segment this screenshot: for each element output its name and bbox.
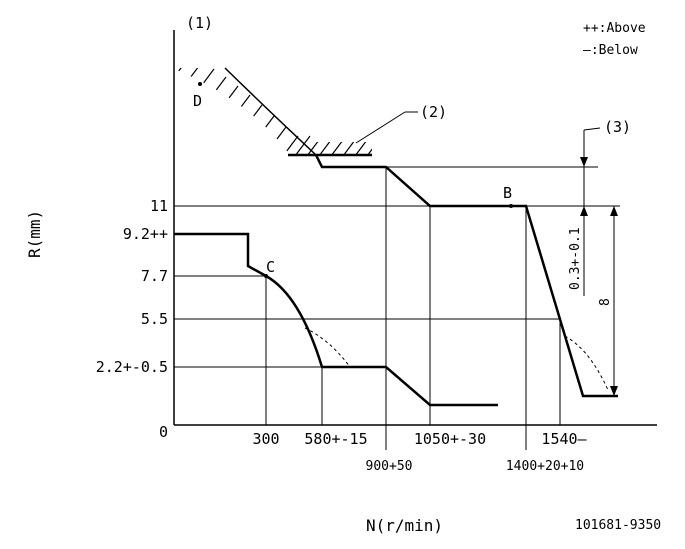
x-tick-label: 300 (252, 430, 279, 448)
callout-2: (2) (420, 103, 447, 121)
horizontal-guides (174, 166, 620, 368)
y-tick-label: 2.2+-0.5 (96, 358, 168, 376)
point-b-marker (509, 204, 513, 208)
y-tick-label: 11 (150, 197, 168, 215)
x-tick-label: 580+-15 (304, 430, 367, 448)
y-axis-title: R(mm) (25, 210, 44, 258)
dashed-extension-left (304, 327, 351, 368)
hatch-region (172, 67, 372, 157)
x-tick-label: 1400+20+10 (506, 459, 584, 474)
legend-above: ++:Above (583, 21, 646, 36)
point-b-label: B (503, 184, 512, 202)
legend-below: —:Below (583, 43, 638, 58)
dimension-3-value: 0.3+-0.1 (568, 227, 583, 290)
dimension-8 (610, 206, 618, 396)
leader-2 (355, 111, 406, 144)
drawing-number: 101681-9350 (575, 518, 661, 533)
y-tick-label: 9.2++ (123, 225, 168, 243)
x-tick-label: 1540— (541, 430, 587, 448)
y-tick-label: 5.5 (141, 310, 168, 328)
y-tick-label: 7.7 (141, 267, 168, 285)
x-tick-label: 1050+-30 (414, 430, 486, 448)
dimension-8-value: 8 (598, 298, 613, 306)
dimension-3 (580, 127, 601, 296)
callout-1: (1) (186, 14, 213, 32)
point-c-label: C (266, 258, 275, 276)
vertical-guides (265, 167, 561, 450)
x-tick-label: 900+50 (366, 459, 413, 474)
callout-3: (3) (604, 118, 631, 136)
y-tick-label: 0 (159, 423, 168, 441)
x-axis-title: N(r/min) (366, 516, 443, 535)
point-d-label: D (193, 92, 202, 110)
dashed-extension-right (564, 335, 609, 391)
point-d-marker (198, 82, 202, 86)
point-c-marker (264, 274, 268, 278)
